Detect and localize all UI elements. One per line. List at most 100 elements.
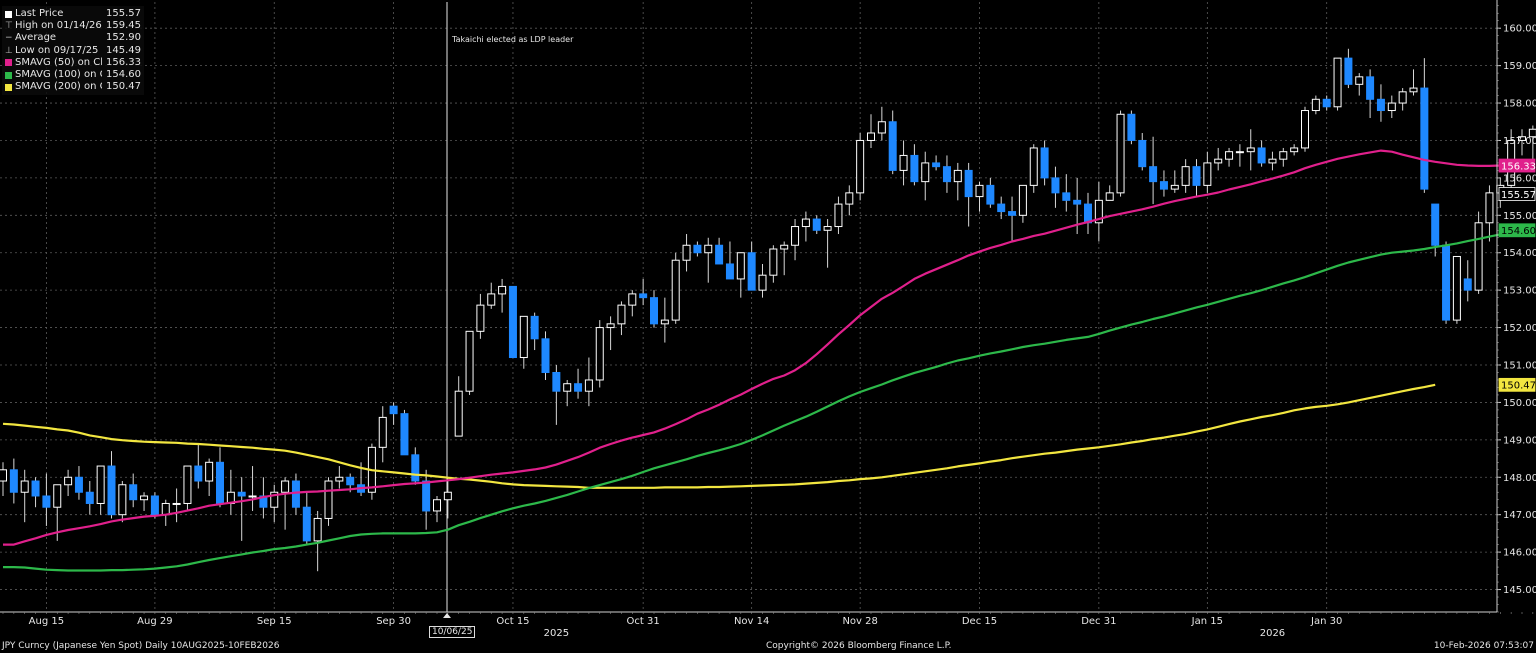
sma50-swatch xyxy=(5,59,12,67)
candle xyxy=(465,330,474,395)
candle-body-up xyxy=(1279,151,1288,160)
candle-body-up xyxy=(921,162,930,183)
candle xyxy=(986,177,995,208)
candle xyxy=(1442,241,1451,324)
y-tick-label: 146.00 xyxy=(1503,548,1536,559)
candle xyxy=(1181,159,1190,193)
candle xyxy=(129,473,138,508)
candle-body-up xyxy=(1333,57,1342,108)
x-year-label: 2025 xyxy=(544,628,569,639)
candle-body-down xyxy=(1344,57,1353,85)
candle-body-up xyxy=(0,469,7,482)
candle xyxy=(324,477,333,526)
candle xyxy=(1084,192,1092,235)
x-tick-label: Sep 30 xyxy=(376,616,411,627)
candle-body-up xyxy=(324,480,333,519)
candle xyxy=(1008,196,1017,242)
candle xyxy=(639,278,648,306)
candle xyxy=(1387,95,1396,119)
x-tick-label: Dec 31 xyxy=(1081,616,1116,627)
candle-body-up xyxy=(443,491,452,501)
candle xyxy=(574,368,583,399)
y-tick-label: 154.00 xyxy=(1503,248,1536,259)
candle-body-up xyxy=(595,327,604,381)
candle xyxy=(1279,147,1288,167)
candle xyxy=(1290,144,1299,156)
candle-body-down xyxy=(552,371,561,392)
candle-body-down xyxy=(31,480,40,497)
last-value-label: 150.47 xyxy=(1498,377,1536,392)
y-tick-label: 159.00 xyxy=(1503,61,1536,72)
candle-body-down xyxy=(1051,177,1060,194)
candle xyxy=(367,443,376,500)
candle-body-down xyxy=(1127,113,1136,141)
last-value-label: 155.57 xyxy=(1498,187,1536,201)
candle-body-down xyxy=(1008,211,1017,216)
candle xyxy=(1203,151,1212,193)
candle-body-up xyxy=(476,304,485,332)
candle-body-down xyxy=(411,454,420,482)
candle-body-up xyxy=(183,465,192,504)
legend-label: SMAVG (200) on Close xyxy=(15,81,102,93)
candle xyxy=(1311,95,1320,115)
y-tick-label: 160.00 xyxy=(1503,24,1536,35)
candle-body-up xyxy=(1409,87,1418,93)
candle-body-up xyxy=(1105,192,1114,201)
candle-body-up xyxy=(1018,184,1027,216)
candle xyxy=(411,447,420,485)
event-annotation: Takaichi elected as LDP leader xyxy=(452,35,574,44)
candle xyxy=(42,473,51,526)
candle xyxy=(1170,170,1179,193)
legend-item-low: ⊥ Low on 09/17/25 145.49 xyxy=(5,45,141,57)
candle-body-up xyxy=(769,248,778,276)
candle xyxy=(74,466,83,500)
candle-body-up xyxy=(1311,98,1320,112)
candle-body-up xyxy=(161,502,170,516)
x-tick-label: Dec 15 xyxy=(962,616,997,627)
legend-label: High on 01/14/26 xyxy=(15,20,102,32)
event-date-flag: 10/06/25 xyxy=(429,626,476,638)
candle-body-down xyxy=(1062,192,1071,201)
candle-body-up xyxy=(628,293,637,306)
x-tick-label: Jan 15 xyxy=(1191,616,1223,627)
candle xyxy=(845,185,854,216)
candle-body-down xyxy=(997,203,1006,213)
candle xyxy=(1452,255,1461,324)
x-tick-label: Nov 28 xyxy=(842,616,877,627)
candle-body-up xyxy=(335,476,344,482)
y-tick-label: 156.00 xyxy=(1503,173,1536,184)
candle xyxy=(693,241,702,257)
last-price-swatch xyxy=(5,10,12,18)
candle xyxy=(736,252,745,298)
legend-item-sma200: SMAVG (200) on Close 150.47 xyxy=(5,81,141,93)
legend-value: 154.60 xyxy=(106,69,141,81)
candle-body-up xyxy=(1398,91,1407,104)
candle xyxy=(899,140,908,186)
legend-item-sma50: SMAVG (50) on Close 156.33 xyxy=(5,57,141,69)
candle xyxy=(1322,95,1331,111)
candle-body-down xyxy=(508,285,517,359)
y-tick-label: 150.00 xyxy=(1503,398,1536,409)
candle xyxy=(606,316,615,351)
legend-item-average: − Average 152.90 xyxy=(5,32,141,44)
candle xyxy=(682,234,691,272)
y-tick-label: 153.00 xyxy=(1503,286,1536,297)
candle-body-up xyxy=(1225,151,1234,160)
legend-value: 156.33 xyxy=(106,56,141,68)
candle xyxy=(1518,129,1526,156)
candle-body-up xyxy=(313,517,322,542)
event-marker-triangle xyxy=(443,613,451,618)
candle xyxy=(704,237,713,283)
last-value-text: 150.47 xyxy=(1501,381,1536,392)
candle-body-up xyxy=(1181,166,1190,186)
legend-value: 150.47 xyxy=(106,81,141,93)
candle xyxy=(1474,211,1483,294)
candle xyxy=(519,315,528,369)
candle-body-up xyxy=(606,323,615,329)
candle xyxy=(1463,260,1472,302)
candle-body-up xyxy=(465,330,474,392)
candle xyxy=(563,379,572,407)
candle-body-up xyxy=(487,293,496,306)
candle xyxy=(942,155,951,193)
candle-body-up xyxy=(1268,158,1277,164)
